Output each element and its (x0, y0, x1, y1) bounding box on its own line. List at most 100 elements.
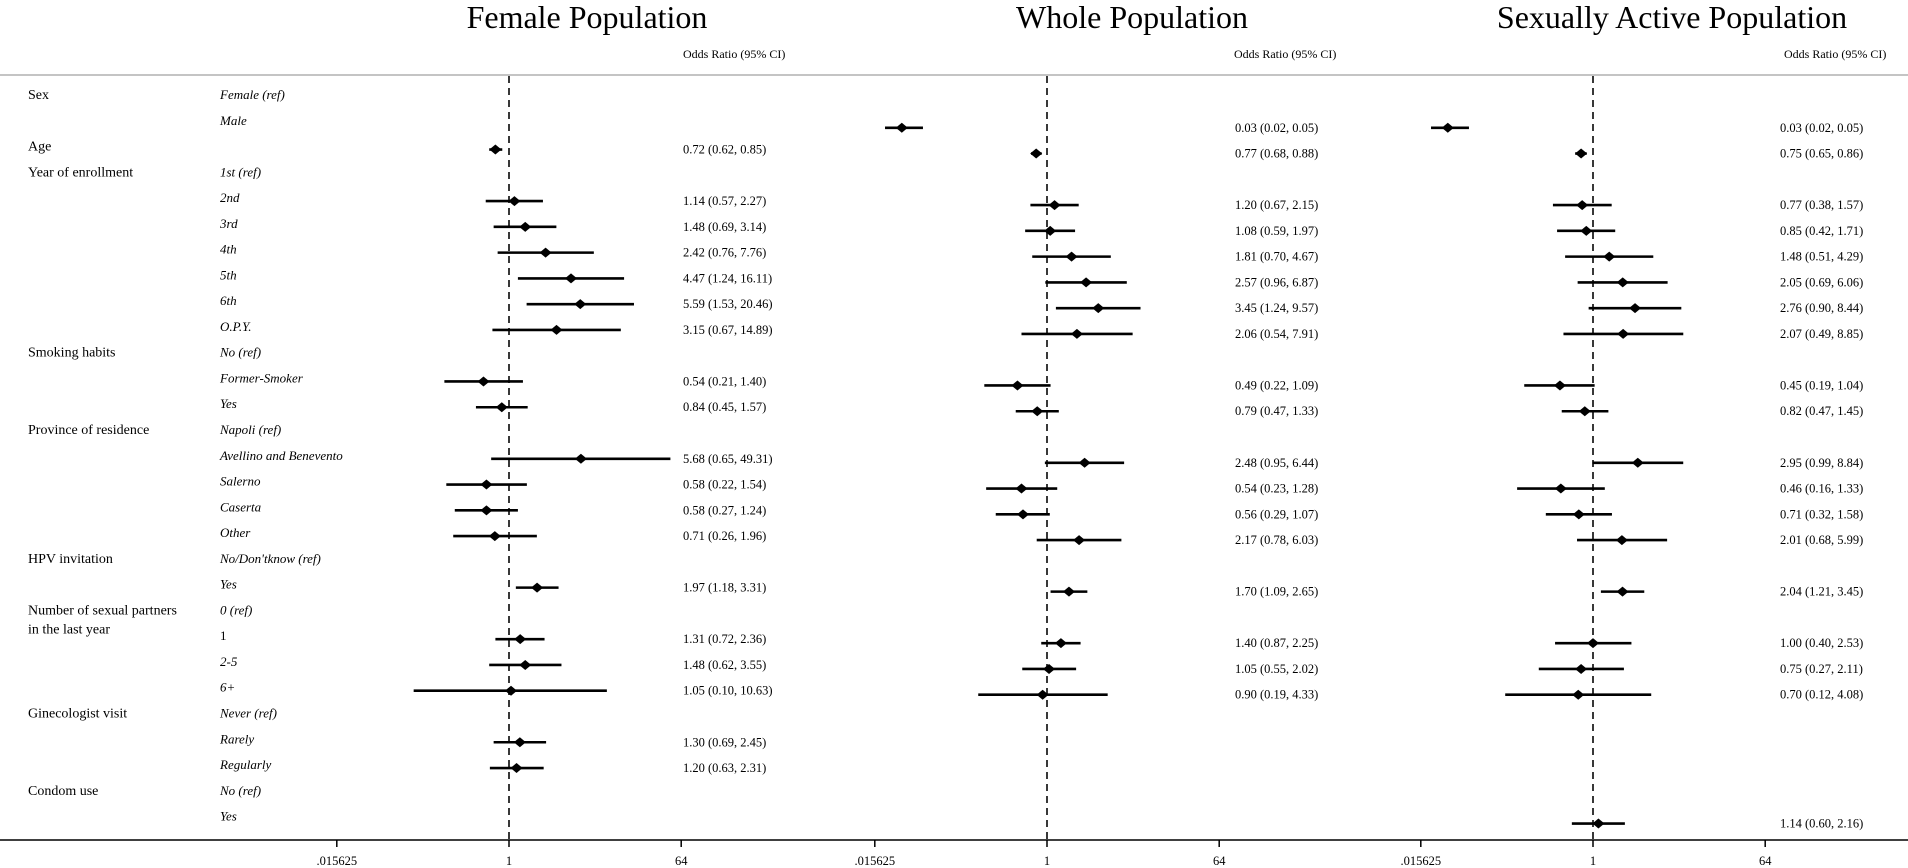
variable-label: Sex (28, 88, 49, 103)
or-value-label: 1.05 (0.55, 2.02) (1235, 662, 1318, 676)
or-value-label: 1.48 (0.51, 4.29) (1780, 250, 1863, 264)
category-label: Never (ref) (219, 705, 277, 720)
or-value-label: 5.68 (0.65, 49.31) (683, 452, 773, 466)
point-estimate (1092, 303, 1105, 314)
x-tick-label: 64 (1759, 854, 1772, 868)
point-estimate (564, 273, 577, 284)
point-estimate (514, 634, 527, 645)
or-value-label: 1.14 (0.60, 2.16) (1780, 817, 1863, 831)
point-estimate (480, 479, 493, 490)
or-value-label: 1.48 (0.62, 3.55) (683, 658, 766, 672)
point-estimate (1070, 328, 1083, 339)
point-estimate (1572, 689, 1585, 700)
point-estimate (1580, 225, 1593, 236)
or-value-label: 0.79 (0.47, 1.33) (1235, 404, 1318, 418)
or-value-label: 0.75 (0.27, 2.11) (1780, 662, 1863, 676)
point-estimate (1015, 483, 1028, 494)
point-estimate (1054, 638, 1067, 649)
category-label: Napoli (ref) (219, 422, 281, 437)
or-value-label: 0.58 (0.27, 1.24) (683, 503, 766, 517)
point-estimate (1011, 380, 1024, 391)
category-label: 0 (ref) (220, 602, 252, 617)
panel-title: Female Population (467, 0, 708, 35)
category-label: Yes (220, 396, 237, 411)
or-value-label: 2.04 (1.21, 3.45) (1780, 585, 1863, 599)
or-value-label: 0.54 (0.23, 1.28) (1235, 482, 1318, 496)
or-value-label: 0.56 (0.29, 1.07) (1235, 507, 1318, 521)
x-tick-label: 1 (1590, 854, 1596, 868)
or-value-label: 5.59 (1.53, 20.46) (683, 297, 773, 311)
point-estimate (1603, 251, 1616, 262)
category-label: Female (ref) (219, 87, 285, 102)
variable-label-continued: in the last year (28, 622, 110, 637)
point-estimate (1572, 509, 1585, 520)
category-label: 4th (220, 242, 237, 257)
point-estimate (519, 221, 532, 232)
x-tick-label: 1 (1044, 854, 1050, 868)
category-label: 6th (220, 293, 237, 308)
point-estimate (489, 144, 502, 155)
or-value-label: 2.42 (0.76, 7.76) (683, 246, 766, 260)
category-label: 5th (220, 267, 237, 282)
or-value-label: 1.14 (0.57, 2.27) (683, 194, 766, 208)
or-value-label: 2.01 (0.68, 5.99) (1780, 533, 1863, 547)
or-value-label: 0.70 (0.12, 4.08) (1780, 688, 1863, 702)
point-estimate (1036, 689, 1049, 700)
point-estimate (1575, 148, 1588, 159)
point-estimate (1587, 638, 1599, 649)
or-value-label: 0.82 (0.47, 1.45) (1780, 404, 1863, 418)
or-value-label: 2.95 (0.99, 8.84) (1780, 456, 1863, 470)
or-value-label: 1.31 (0.72, 2.36) (683, 632, 766, 646)
category-label: Avellino and Benevento (219, 448, 343, 463)
point-estimate (510, 763, 523, 774)
point-estimate (1043, 663, 1056, 674)
or-value-label: 3.15 (0.67, 14.89) (683, 323, 773, 337)
variable-label: Year of enrollment (28, 165, 133, 180)
or-value-label: 2.48 (0.95, 6.44) (1235, 456, 1318, 470)
or-value-label: 0.54 (0.21, 1.40) (683, 374, 766, 388)
variable-label: Number of sexual partners (28, 603, 177, 618)
point-estimate (1554, 483, 1567, 494)
point-estimate (1553, 380, 1566, 391)
point-estimate (1030, 148, 1043, 159)
variable-label: Age (28, 140, 51, 155)
or-value-label: 3.45 (1.24, 9.57) (1235, 301, 1318, 315)
point-estimate (1578, 406, 1591, 417)
point-estimate (1044, 225, 1057, 236)
variable-label: Ginecologist visit (28, 706, 127, 721)
point-estimate (1631, 457, 1644, 468)
point-estimate (1575, 663, 1588, 674)
point-estimate (1048, 200, 1061, 211)
point-estimate (1441, 122, 1454, 133)
point-estimate (539, 247, 552, 258)
point-estimate (550, 324, 563, 335)
x-tick-label: .015625 (854, 854, 895, 868)
point-estimate (895, 122, 908, 133)
category-label: Former-Smoker (219, 370, 304, 385)
or-value-label: 2.06 (0.54, 7.91) (1235, 327, 1318, 341)
category-label: No (ref) (219, 783, 261, 798)
point-estimate (1080, 277, 1093, 288)
variable-label: Smoking habits (28, 346, 116, 361)
or-value-label: 1.05 (0.10, 10.63) (683, 684, 773, 698)
or-header: Odds Ratio (95% CI) (1234, 47, 1336, 61)
panel-title: Whole Population (1016, 0, 1248, 35)
point-estimate (1629, 303, 1642, 314)
category-label: Salerno (220, 474, 261, 489)
or-value-label: 1.70 (1.09, 2.65) (1235, 585, 1318, 599)
or-value-label: 1.30 (0.69, 2.45) (683, 735, 766, 749)
category-label: Yes (220, 809, 237, 824)
or-value-label: 2.05 (0.69, 6.06) (1780, 275, 1863, 289)
point-estimate (1016, 509, 1029, 520)
category-label: No (ref) (219, 345, 261, 360)
or-value-label: 0.72 (0.62, 0.85) (683, 143, 766, 157)
x-tick-label: 64 (675, 854, 688, 868)
or-value-label: 0.90 (0.19, 4.33) (1235, 688, 1318, 702)
point-estimate (1617, 328, 1630, 339)
or-value-label: 1.81 (0.70, 4.67) (1235, 250, 1318, 264)
or-value-label: 0.58 (0.22, 1.54) (683, 478, 766, 492)
category-label: O.P.Y. (220, 319, 251, 334)
point-estimate (1062, 586, 1075, 597)
x-tick-label: .015625 (316, 854, 357, 868)
